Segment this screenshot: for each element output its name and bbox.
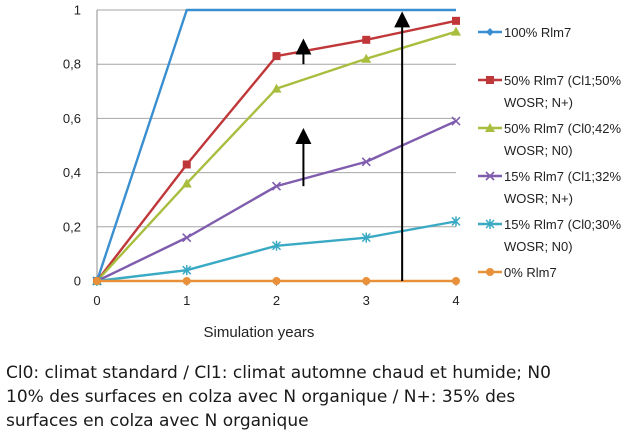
legend-label: 50% Rlm7 (Cl1;50%: [504, 73, 621, 88]
data-point-marker: [486, 268, 494, 276]
x-tick-labels: 0 1 2 3 4: [93, 293, 459, 308]
y-tick-label: 0,2: [63, 219, 81, 234]
legend-label: 0% Rlm7: [504, 265, 557, 280]
y-tick-label: 0,8: [63, 57, 81, 72]
data-point-marker: [181, 178, 192, 188]
data-point-marker: [182, 265, 192, 276]
series-3: [92, 26, 461, 285]
data-point-marker: [182, 277, 191, 285]
marker-stroke: [485, 171, 495, 181]
legend-item-3: 50% Rlm7 (Cl0;42% WOSR; N0): [478, 121, 621, 158]
marker-stroke: [485, 219, 495, 229]
data-point-marker: [486, 76, 494, 84]
x-tick-label: 2: [273, 293, 280, 308]
line-chart: 0 0,2 0,4 0,6 0,8 1 0 1 2 3 4 100% Rlm7 50% Rlm7 (…: [63, 3, 622, 342]
legend-item-4: 15% Rlm7 (Cl1;32% WOSR; N+): [478, 169, 621, 206]
data-point-marker: [485, 123, 495, 132]
series-line: [95, 8, 456, 282]
legend-label: 15% Rlm7 (Cl1;32%: [504, 169, 621, 184]
annotation-arrows: [295, 11, 411, 281]
data-point-marker: [361, 53, 372, 63]
y-tick-labels: 0 0,2 0,4 0,6 0,8 1: [63, 3, 81, 289]
data-point-marker: [361, 157, 371, 167]
data-point-marker: [182, 233, 192, 243]
x-tick-label: 1: [183, 293, 190, 308]
marker-stroke: [451, 116, 461, 126]
data-point-marker: [451, 116, 461, 126]
caption-line-3: surfaces en colza avec N organique: [6, 411, 309, 431]
marker-stroke: [182, 265, 192, 276]
data-point-marker: [451, 26, 461, 36]
series-4: [92, 116, 461, 286]
data-point-marker: [182, 160, 191, 169]
data-point-marker: [93, 277, 101, 285]
marker-stroke: [182, 233, 192, 243]
marker-stroke: [451, 216, 461, 227]
data-point-marker: [362, 35, 371, 44]
legend-item-2: 50% Rlm7 (Cl1;50% WOSR; N+): [478, 73, 621, 110]
data-point-marker: [271, 83, 282, 93]
legend-item-6: 0% Rlm7: [478, 265, 557, 280]
data-point-marker: [361, 232, 371, 243]
data-point-marker: [452, 277, 460, 285]
marker-stroke: [271, 181, 282, 191]
data-point-marker: [362, 277, 371, 285]
caption: Cl0: climat standard / Cl1: climat autom…: [6, 361, 636, 433]
legend-label: 100% Rlm7: [504, 25, 571, 40]
data-point-marker: [486, 28, 494, 36]
series-6: [93, 277, 460, 285]
legend-label: WOSR; N+): [504, 191, 573, 206]
legend-item-1: 100% Rlm7: [478, 25, 571, 40]
legend-label: WOSR; N0): [504, 143, 573, 158]
data-point-marker: [452, 16, 460, 25]
caption-line-1: Cl0: climat standard / Cl1: climat autom…: [6, 363, 551, 383]
x-tick-label: 0: [93, 293, 100, 308]
x-axis-title: Simulation years: [204, 324, 315, 341]
series-group: [92, 8, 461, 286]
marker-stroke: [361, 232, 371, 243]
marker-stroke: [361, 157, 371, 167]
y-tick-label: 0: [74, 274, 81, 289]
caption-line-2: 10% des surfaces en colza avec N organiq…: [6, 387, 516, 407]
data-point-marker: [271, 181, 282, 191]
data-point-marker: [451, 216, 461, 227]
data-point-marker: [485, 219, 495, 229]
legend-label: WOSR; N0): [504, 239, 573, 254]
data-point-marker: [271, 240, 282, 251]
legend-label: 50% Rlm7 (Cl0;42%: [504, 121, 621, 136]
legend-label: 15% Rlm7 (Cl0;30%: [504, 217, 621, 232]
y-tick-label: 0,6: [63, 111, 81, 126]
y-tick-label: 1: [74, 3, 81, 18]
data-point-marker: [272, 52, 281, 61]
legend-item-5: 15% Rlm7 (Cl0;30% WOSR; N0): [478, 217, 621, 254]
x-tick-label: 3: [363, 293, 370, 308]
marker-stroke: [271, 240, 282, 251]
data-point-marker: [485, 171, 495, 181]
y-tick-label: 0,4: [63, 165, 81, 180]
legend-label: WOSR; N+): [504, 95, 573, 110]
data-point-marker: [272, 277, 281, 285]
x-tick-label: 4: [452, 293, 459, 308]
